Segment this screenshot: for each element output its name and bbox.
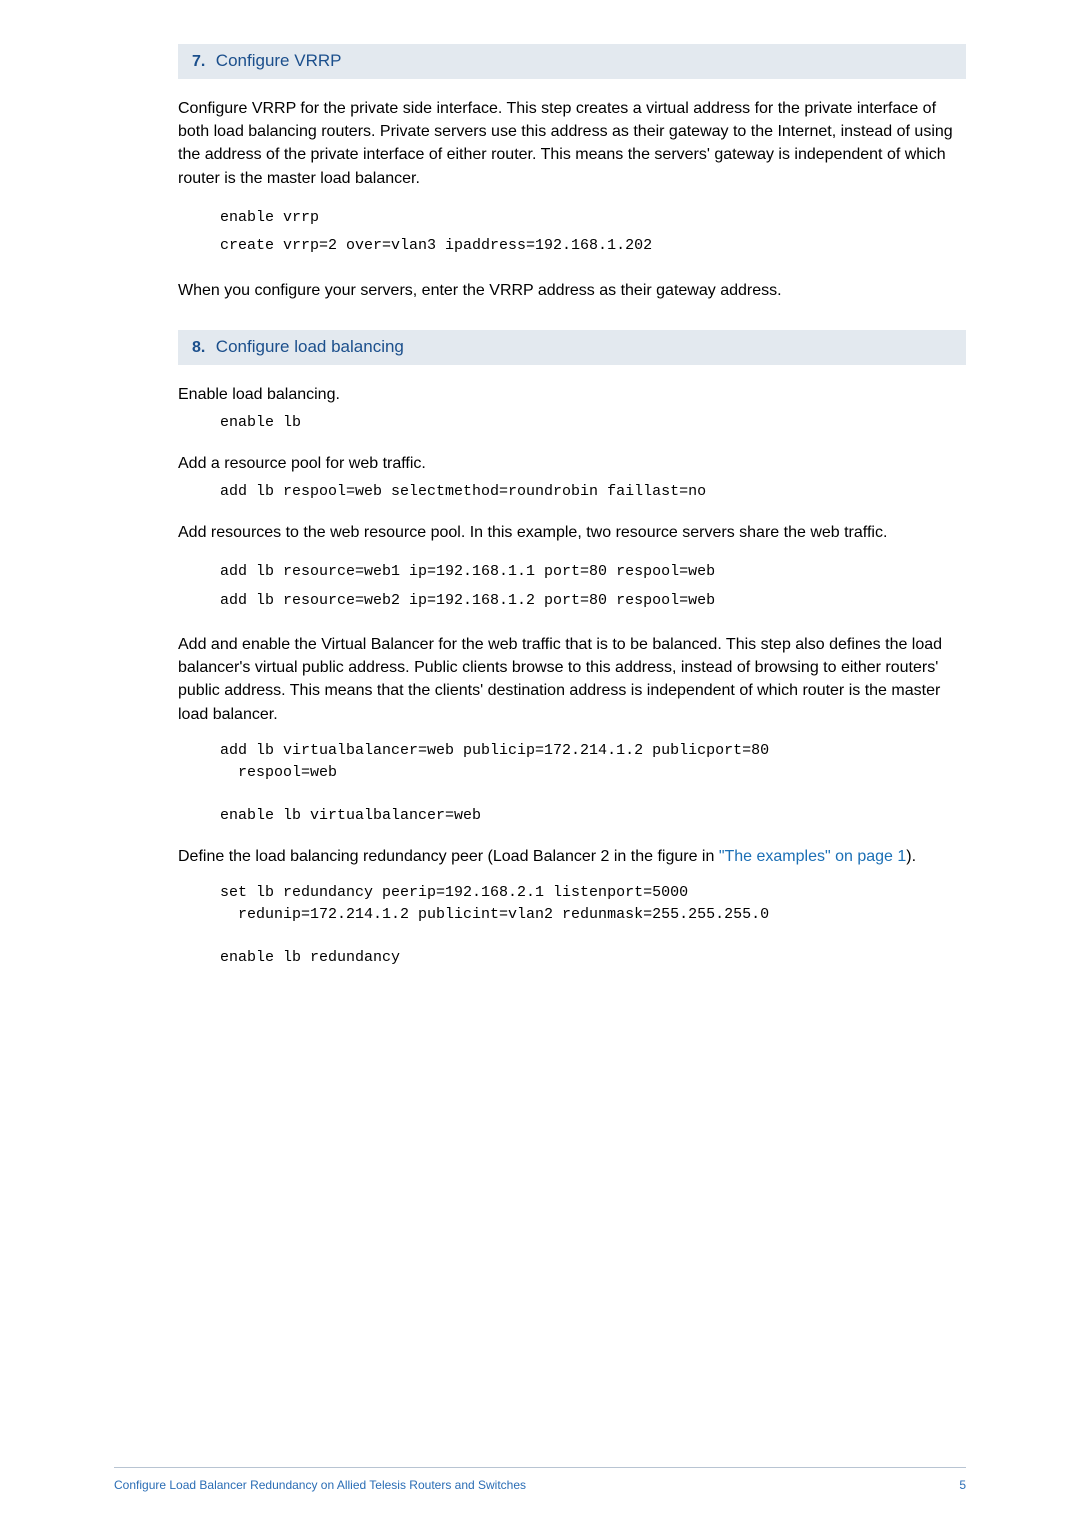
- code-line: redunip=172.214.1.2 publicint=vlan2 redu…: [220, 906, 769, 923]
- code-line: enable lb: [220, 414, 301, 431]
- code-respool: add lb respool=web selectmethod=roundrob…: [220, 481, 966, 503]
- code-line: add lb virtualbalancer=web publicip=172.…: [220, 742, 769, 759]
- code-line: respool=web: [220, 764, 337, 781]
- paragraph-resources: Add resources to the web resource pool. …: [178, 521, 966, 544]
- code-line: set lb redundancy peerip=192.168.2.1 lis…: [220, 884, 688, 901]
- step-7-number: 7.: [192, 53, 205, 70]
- paragraph-vrrp-gateway: When you configure your servers, enter t…: [178, 279, 966, 302]
- code-line: create vrrp=2 over=vlan3 ipaddress=192.1…: [220, 237, 652, 254]
- paragraph-vrrp-intro: Configure VRRP for the private side inte…: [178, 97, 966, 190]
- paragraph-redundancy-text-a: Define the load balancing redundancy pee…: [178, 848, 719, 865]
- code-vrrp: enable vrrp create vrrp=2 over=vlan3 ipa…: [220, 204, 966, 261]
- code-resources: add lb resource=web1 ip=192.168.1.1 port…: [220, 558, 966, 615]
- step-8-heading: 8. Configure load balancing: [178, 330, 966, 365]
- code-line: enable lb virtualbalancer=web: [220, 807, 481, 824]
- link-examples-page1[interactable]: "The examples" on page 1: [719, 848, 906, 865]
- code-line: add lb respool=web selectmethod=roundrob…: [220, 483, 706, 500]
- page-footer: Configure Load Balancer Redundancy on Al…: [114, 1467, 966, 1492]
- paragraph-redundancy-peer: Define the load balancing redundancy pee…: [178, 845, 966, 868]
- step-7-heading: 7. Configure VRRP: [178, 44, 966, 79]
- step-7-title: Configure VRRP: [216, 51, 342, 70]
- code-line: add lb resource=web2 ip=192.168.1.2 port…: [220, 592, 715, 609]
- paragraph-enable-lb: Enable load balancing.: [178, 383, 966, 406]
- footer-page-number: 5: [959, 1478, 966, 1492]
- code-line: add lb resource=web1 ip=192.168.1.1 port…: [220, 563, 715, 580]
- code-redundancy: set lb redundancy peerip=192.168.2.1 lis…: [220, 882, 966, 969]
- code-enable-lb: enable lb: [220, 412, 966, 434]
- paragraph-respool: Add a resource pool for web traffic.: [178, 452, 966, 475]
- step-8-number: 8.: [192, 339, 205, 356]
- code-virtualbalancer: add lb virtualbalancer=web publicip=172.…: [220, 740, 966, 827]
- code-line: enable lb redundancy: [220, 949, 400, 966]
- step-8-title: Configure load balancing: [216, 337, 404, 356]
- code-line: enable vrrp: [220, 209, 319, 226]
- page-container: 7. Configure VRRP Configure VRRP for the…: [0, 0, 1080, 1528]
- paragraph-redundancy-text-b: ).: [906, 848, 916, 865]
- paragraph-virtualbalancer: Add and enable the Virtual Balancer for …: [178, 633, 966, 726]
- footer-title: Configure Load Balancer Redundancy on Al…: [114, 1478, 526, 1492]
